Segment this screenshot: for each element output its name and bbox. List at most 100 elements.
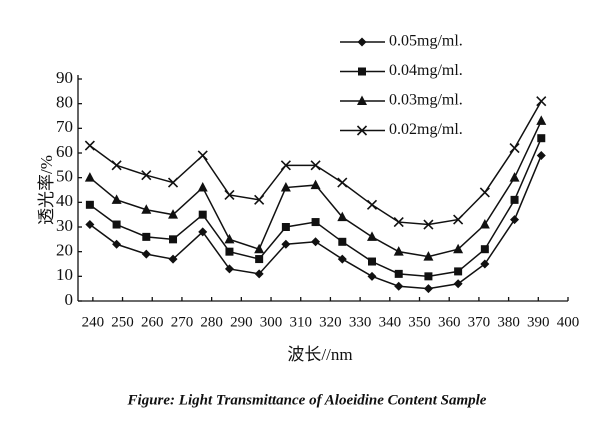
marker	[141, 204, 152, 214]
y-axis-label: 透光率/%	[37, 155, 56, 225]
marker	[224, 189, 235, 200]
x-tick-label: 290	[230, 314, 253, 330]
caption: Figure: Light Transmittance of Aloeidine…	[127, 392, 487, 408]
marker	[368, 257, 376, 266]
marker	[337, 211, 348, 222]
marker	[169, 235, 178, 244]
marker	[141, 170, 152, 181]
marker	[366, 199, 378, 210]
marker	[141, 249, 151, 259]
marker	[393, 246, 404, 256]
y-tick-label: 70	[56, 117, 73, 136]
x-tick-label: 300	[260, 314, 283, 330]
x-tick-label: 240	[82, 314, 105, 330]
marker	[85, 220, 95, 230]
marker	[254, 243, 265, 254]
x-tick-label: 310	[289, 314, 312, 330]
marker	[225, 247, 234, 256]
marker	[423, 251, 434, 261]
x-tick-label: 350	[408, 314, 431, 330]
marker	[198, 227, 208, 237]
x-tick-label: 390	[527, 314, 550, 330]
y-tick-label: 30	[56, 216, 73, 235]
marker	[510, 195, 519, 204]
marker	[224, 264, 234, 274]
y-tick-label: 40	[56, 191, 73, 210]
marker	[393, 217, 404, 228]
marker	[536, 96, 547, 107]
marker	[509, 172, 520, 182]
marker	[453, 279, 463, 289]
marker	[197, 150, 208, 161]
marker	[84, 172, 95, 182]
marker	[367, 271, 377, 281]
marker	[453, 243, 464, 254]
x-tick-label: 380	[497, 314, 520, 330]
marker	[311, 218, 320, 227]
y-tick-label: 90	[56, 68, 73, 87]
marker	[479, 187, 490, 198]
marker	[112, 239, 122, 249]
marker	[224, 233, 235, 244]
marker	[310, 160, 321, 171]
marker	[255, 255, 264, 264]
marker	[424, 272, 433, 281]
marker	[423, 219, 434, 230]
marker	[509, 143, 520, 154]
marker	[337, 254, 347, 264]
marker	[394, 269, 403, 278]
marker	[356, 125, 368, 136]
marker	[357, 95, 367, 105]
marker	[311, 237, 321, 247]
marker	[254, 269, 264, 279]
y-tick-label: 0	[65, 290, 74, 309]
marker	[480, 259, 490, 269]
x-tick-label: 400	[557, 314, 580, 330]
x-tick-label: 260	[141, 314, 164, 330]
x-tick-label: 270	[171, 314, 194, 330]
legend-label: 0.04mg/ml.	[389, 62, 463, 79]
marker	[357, 37, 367, 47]
marker	[310, 179, 321, 190]
marker	[536, 150, 546, 160]
marker	[112, 220, 121, 229]
x-tick-label: 330	[349, 314, 372, 330]
marker	[510, 215, 520, 225]
marker	[358, 67, 366, 76]
marker	[198, 210, 207, 219]
x-tick-label: 360	[438, 314, 461, 330]
marker	[280, 182, 291, 192]
x-tick-label: 250	[111, 314, 134, 330]
marker	[480, 245, 489, 254]
marker	[454, 267, 463, 276]
marker	[85, 200, 94, 209]
y-tick-label: 20	[56, 241, 73, 260]
y-tick-label: 60	[56, 142, 73, 161]
x-tick-label: 280	[200, 314, 223, 330]
x-tick-label: 370	[468, 314, 491, 330]
marker	[337, 177, 348, 188]
marker	[168, 254, 178, 264]
marker	[338, 237, 347, 246]
marker	[453, 214, 464, 225]
marker	[537, 134, 546, 143]
marker	[394, 281, 404, 291]
marker	[167, 177, 179, 188]
legend-label: 0.02mg/ml.	[389, 121, 463, 138]
marker	[84, 140, 95, 151]
marker	[479, 219, 490, 229]
marker	[423, 284, 433, 294]
y-tick-label: 10	[56, 265, 73, 284]
marker	[281, 223, 290, 231]
legend-label: 0.03mg/ml.	[389, 92, 463, 109]
marker	[536, 115, 547, 125]
marker	[142, 232, 151, 241]
x-tick-label: 340	[379, 314, 402, 330]
y-tick-label: 80	[56, 93, 73, 112]
x-axis-label: 波长//nm	[287, 345, 352, 364]
marker	[367, 231, 377, 241]
marker	[111, 194, 122, 204]
x-tick-label: 320	[319, 314, 342, 330]
marker	[197, 182, 208, 192]
